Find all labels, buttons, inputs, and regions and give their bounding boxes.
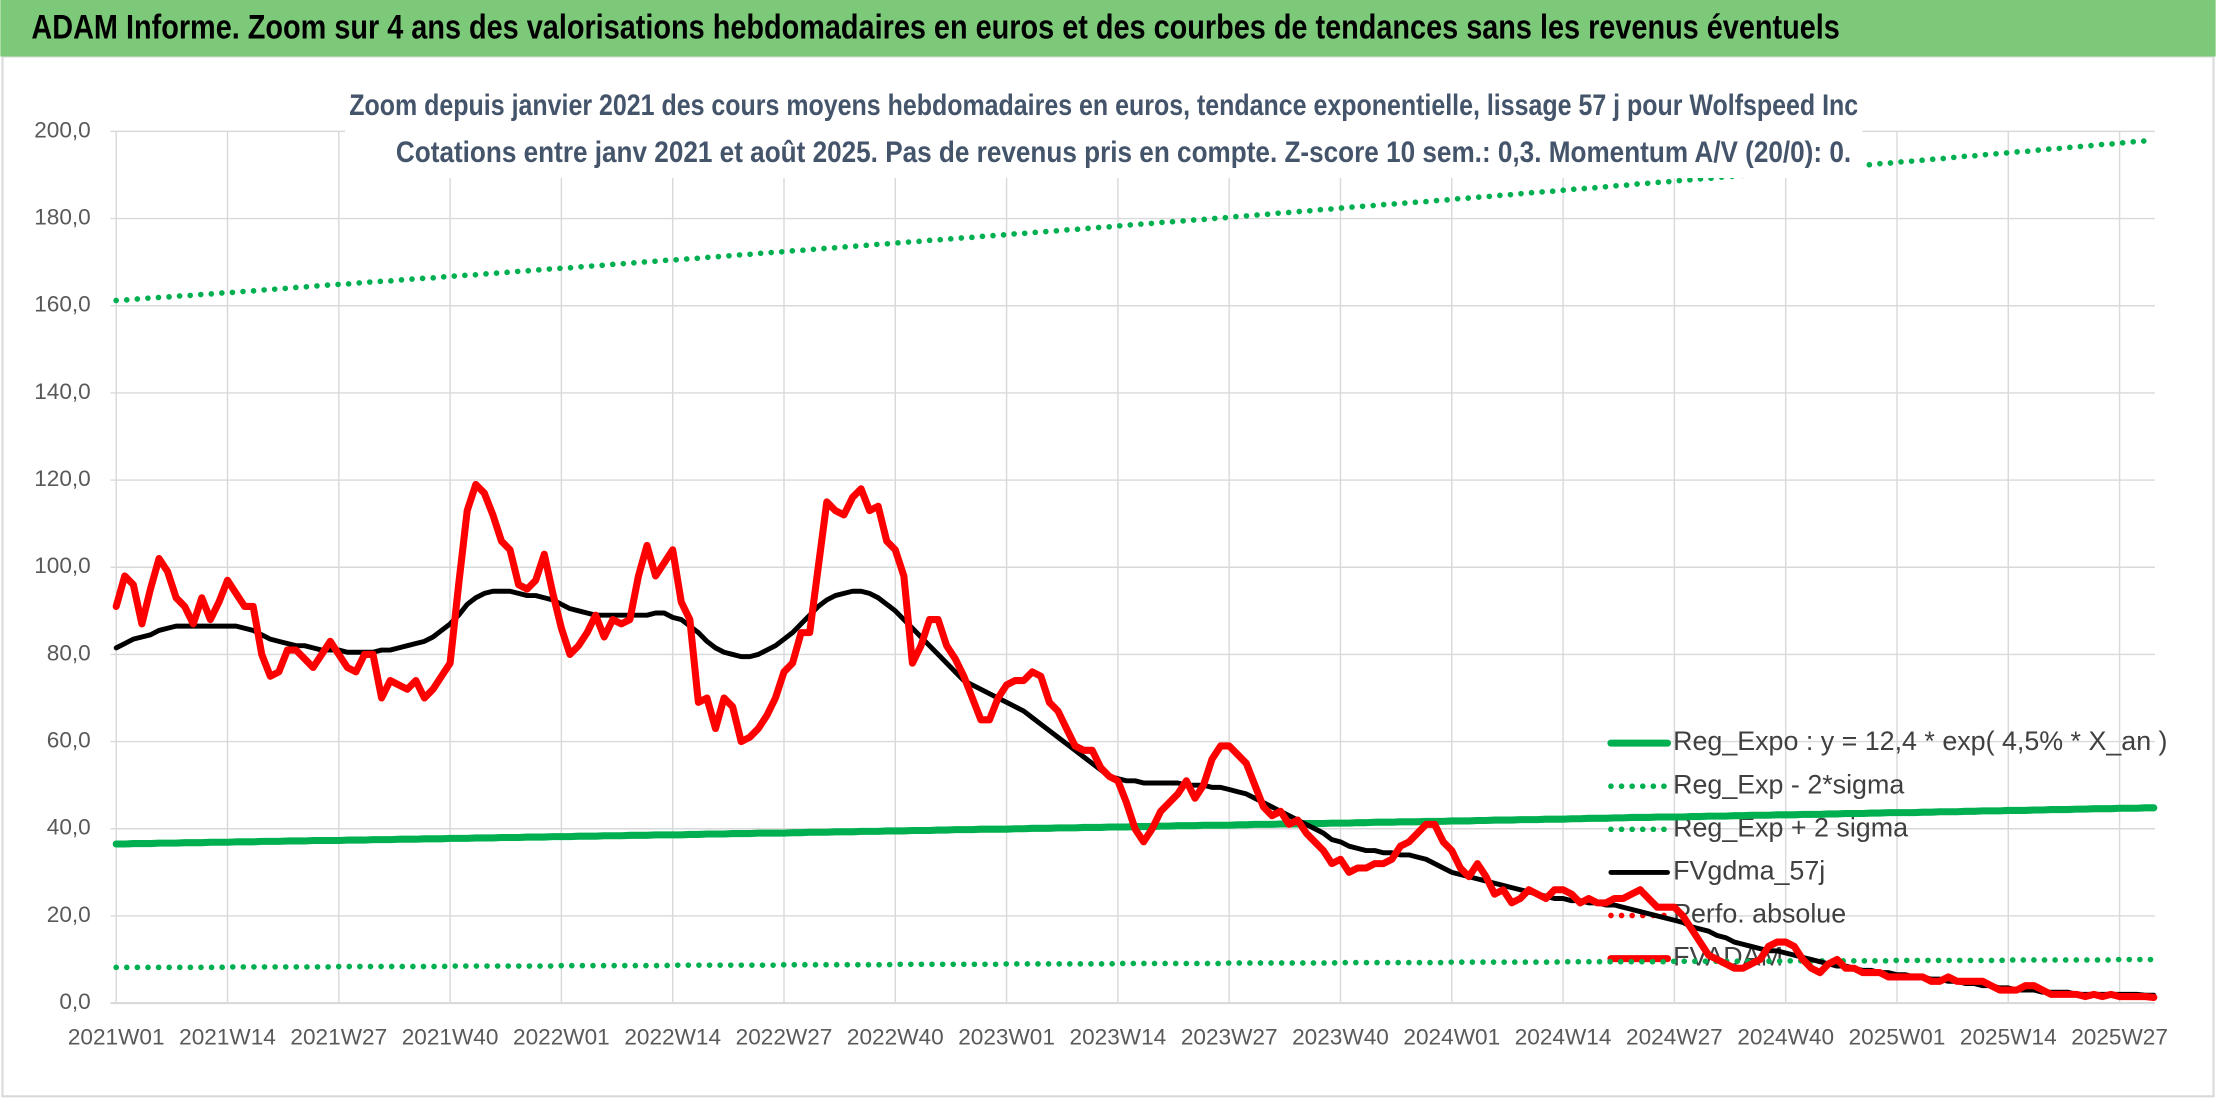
y-tick-label: 120,0 <box>34 466 91 491</box>
x-tick-label: 2021W01 <box>68 1024 165 1049</box>
x-tick-label: 2022W01 <box>513 1024 610 1049</box>
x-tick-label: 2024W27 <box>1626 1024 1723 1049</box>
chart-title: ADAM Informe. Zoom sur 4 ans des valoris… <box>31 9 1839 47</box>
x-tick-label: 2023W14 <box>1070 1024 1167 1049</box>
legend-label: Reg_Exp - 2*sigma <box>1673 769 1904 799</box>
subtitle-background <box>345 81 1863 179</box>
chart-subtitle: Cotations entre janv 2021 et août 2025. … <box>396 136 1851 169</box>
y-tick-label: 20,0 <box>47 902 91 927</box>
y-tick-label: 0,0 <box>59 989 90 1014</box>
chart-subtitle: Zoom depuis janvier 2021 des cours moyen… <box>349 89 1858 122</box>
y-tick-label: 60,0 <box>47 728 91 753</box>
y-tick-label: 160,0 <box>34 292 91 317</box>
grid: 0,0 20,0 40,0 60,0 80,0 100,0 120,0 140,0 160,0 1… <box>34 117 2168 1049</box>
x-tick-label: 2025W01 <box>1849 1024 1946 1049</box>
title-banner <box>0 0 2216 57</box>
y-tick-label: 200,0 <box>34 117 91 142</box>
x-tick-label: 2024W01 <box>1403 1024 1500 1049</box>
x-tick-label: 2022W27 <box>736 1024 833 1049</box>
legend-label: FVgdma_57j <box>1673 856 1825 886</box>
legend-label: Perfo. absolue <box>1673 899 1846 929</box>
x-tick-label: 2024W40 <box>1737 1024 1834 1049</box>
x-tick-label: 2023W27 <box>1181 1024 1278 1049</box>
y-tick-label: 100,0 <box>34 553 91 578</box>
x-tick-label: 2021W14 <box>179 1024 276 1049</box>
x-tick-label: 2023W01 <box>958 1024 1055 1049</box>
x-tick-label: 2022W40 <box>847 1024 944 1049</box>
series-line <box>112 480 2158 1001</box>
legend: Reg_Expo : y = 12,4 * exp( 4,5% * X_an )… <box>1607 726 2168 972</box>
x-tick-label: 2025W27 <box>2071 1024 2168 1049</box>
x-tick-label: 2021W40 <box>402 1024 499 1049</box>
y-tick-label: 80,0 <box>47 640 91 665</box>
legend-label: Reg_Expo : y = 12,4 * exp( 4,5% * X_an ) <box>1673 726 2167 756</box>
y-tick-label: 180,0 <box>34 205 91 230</box>
x-tick-label: 2024W14 <box>1515 1024 1612 1049</box>
x-tick-label: 2022W14 <box>624 1024 721 1049</box>
x-tick-label: 2025W14 <box>1960 1024 2057 1049</box>
x-tick-label: 2021W27 <box>290 1024 387 1049</box>
y-tick-label: 140,0 <box>34 379 91 404</box>
x-tick-label: 2023W40 <box>1292 1024 1389 1049</box>
y-tick-label: 40,0 <box>47 815 91 840</box>
